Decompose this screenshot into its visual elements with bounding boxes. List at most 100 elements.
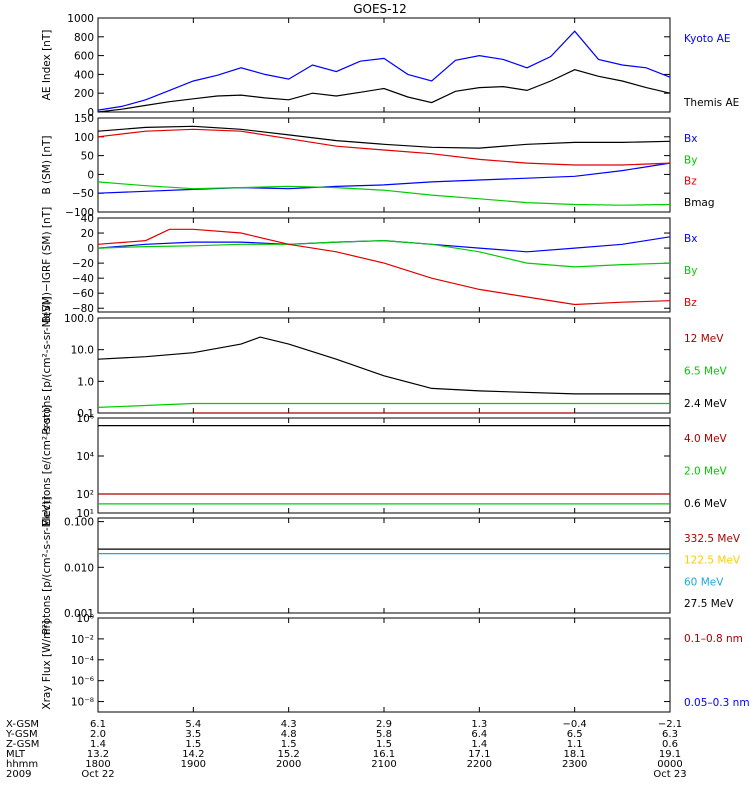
legend-label: 27.5 MeV: [684, 598, 734, 610]
legend-label: 12 MeV: [684, 333, 724, 345]
legend-label: 0.05–0.3 nm: [684, 697, 750, 709]
legend-label: 0.6 MeV: [684, 498, 728, 510]
y-tick-label: 1.0: [77, 376, 94, 388]
panel-frame: [97, 617, 671, 713]
ephemeris-value: 4.3: [281, 719, 297, 730]
y-tick-label: 100: [74, 132, 94, 144]
legend-label: Bz: [684, 176, 697, 188]
y-tick-label: −20: [72, 258, 94, 270]
legend-label: Bx: [684, 233, 697, 245]
y-tick-label: 150: [74, 113, 94, 125]
panel-1: 0 200 400 600 800 1000 AE Index [nT] Kyoto AE Th…: [41, 13, 739, 119]
legend-label: By: [684, 154, 697, 166]
ephemeris-row-label: hhmm: [6, 759, 38, 770]
y-tick-label: 10⁻⁴: [71, 655, 94, 667]
ephemeris-value: 5.8: [376, 729, 392, 740]
ephemeris-value: 6.5: [567, 729, 583, 740]
ephemeris-value: 1.4: [471, 739, 487, 750]
ephemeris-value: −2.1: [658, 719, 682, 730]
panel-5: 10¹ 10² 10⁴ 10⁶ Electrons [e/(cm²-s-sr)] 4.0 …: [41, 405, 728, 526]
series-line: [97, 239, 671, 268]
y-tick-label: −50: [72, 188, 94, 200]
ephemeris-value: 5.4: [185, 719, 201, 730]
ephemeris-value: 6.3: [662, 729, 678, 740]
y-axis-label: Xray Flux [W/m²]: [41, 620, 53, 709]
legend-label: 0.1–0.8 nm: [684, 633, 743, 645]
ephemeris-value: 0.6: [662, 739, 678, 750]
y-tick-label: 100.0: [64, 313, 94, 325]
y-tick-label: −40: [72, 273, 94, 285]
ephemeris-value: 1.1: [567, 739, 583, 750]
ephemeris-value: 6.1: [90, 719, 106, 730]
ephemeris-value: Oct 22: [81, 769, 114, 780]
y-tick-label: 20: [81, 228, 94, 240]
y-tick-label: 10¹: [76, 508, 94, 520]
ephemeris-value: 2100: [371, 759, 396, 770]
legend-label: 6.5 MeV: [684, 366, 728, 378]
ephemeris-value: 0000: [657, 759, 682, 770]
y-tick-label: 0: [87, 169, 94, 181]
ephemeris-value: 1.5: [185, 739, 201, 750]
legend-label: 2.4 MeV: [684, 398, 728, 410]
legend-label: 122.5 MeV: [684, 555, 741, 567]
ephemeris-value: 1900: [181, 759, 206, 770]
legend-label: Bmag: [684, 197, 715, 209]
ephemeris-value: 16.1: [373, 749, 395, 760]
ephemeris-value: 18.1: [564, 749, 586, 760]
y-tick-label: 10⁻²: [71, 634, 94, 646]
y-tick-label: 0: [87, 107, 94, 119]
ephemeris-value: 2200: [467, 759, 492, 770]
y-tick-label: 0.1: [77, 408, 94, 420]
ephemeris-row-label: MLT: [6, 749, 26, 760]
ephemeris-value: Oct 23: [653, 769, 686, 780]
legend-label: 60 MeV: [684, 576, 724, 588]
series-line: [97, 125, 671, 149]
legend-label: Kyoto AE: [684, 33, 730, 45]
legend-label: 2.0 MeV: [684, 466, 728, 478]
ephemeris-value: −0.4: [563, 719, 587, 730]
legend-label: By: [684, 265, 697, 277]
ephemeris-value: 3.5: [185, 729, 201, 740]
y-tick-label: 10⁻⁸: [71, 697, 94, 709]
ephemeris-value: 1.4: [90, 739, 106, 750]
y-axis-label: Electrons [e/(cm²-s-sr)]: [41, 405, 53, 526]
y-tick-label: −100: [65, 207, 94, 219]
panel-6: 0.001 0.010 0.100 Protons [p/(cm²-s-sr-MeV)…: [41, 496, 741, 634]
series-line: [97, 181, 671, 206]
series-line: [97, 30, 671, 111]
y-axis-label: B(SM)−IGRF (SM) [nT]: [41, 207, 53, 323]
panel-frame: [97, 317, 671, 414]
legend-label: Bz: [684, 297, 697, 309]
legend-label: 332.5 MeV: [684, 533, 741, 545]
ephemeris-value: 14.2: [182, 749, 204, 760]
y-tick-label: 0.010: [64, 562, 94, 574]
y-tick-label: 0: [87, 243, 94, 255]
y-tick-label: 10⁶: [76, 413, 94, 425]
ephemeris-value: 2.0: [90, 729, 106, 740]
ephemeris-row-label: Y-GSM: [5, 729, 38, 740]
y-tick-label: 200: [74, 88, 94, 100]
panel-frame: [97, 17, 671, 113]
panel-frame: [97, 217, 671, 313]
y-tick-label: 10²: [76, 489, 94, 501]
y-tick-label: 50: [81, 151, 94, 163]
ephemeris-value: 2000: [276, 759, 301, 770]
panel-frame: [97, 517, 671, 614]
y-axis-label: AE Index [nT]: [41, 30, 53, 101]
y-tick-label: 10.0: [71, 345, 94, 357]
y-axis-label: Protons [p/(cm²-s-sr-MeV)]: [41, 496, 53, 634]
y-tick-label: 0.100: [64, 517, 94, 529]
legend-label: 4.0 MeV: [684, 433, 728, 445]
series-line: [97, 336, 670, 395]
ephemeris-value: 1.5: [281, 739, 297, 750]
ephemeris-value: 13.2: [87, 749, 109, 760]
panel-4: 0.1 1.0 10.0 100.0 Protons [p/(cm²-s-sr-MeV)…: [41, 296, 728, 434]
y-axis-label: B (SM) [nT]: [41, 135, 53, 194]
ephemeris-value: 17.1: [468, 749, 490, 760]
ephemeris-value: 1.5: [376, 739, 392, 750]
y-tick-label: 10⁻⁶: [71, 676, 94, 688]
series-line: [97, 236, 671, 253]
ephemeris-value: 6.4: [471, 729, 487, 740]
ephemeris-value: 2300: [562, 759, 587, 770]
